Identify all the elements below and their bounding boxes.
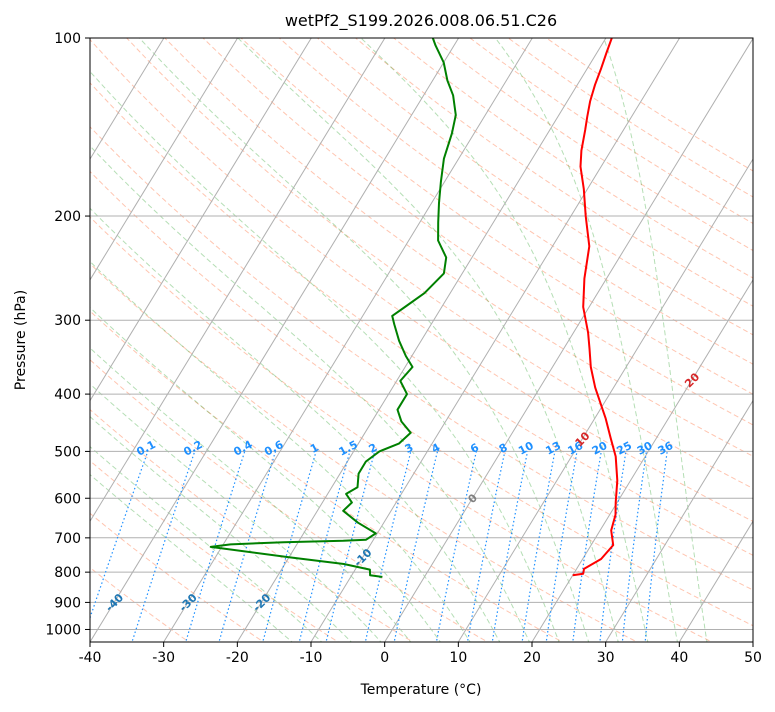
y-tick-label: 100 <box>54 31 81 47</box>
y-tick-label: 900 <box>54 595 81 611</box>
x-tick-label: 30 <box>597 650 615 666</box>
y-tick-label: 300 <box>54 313 81 329</box>
y-tick-label: 200 <box>54 209 81 225</box>
x-tick-label: -30 <box>152 650 175 666</box>
x-tick-label: 50 <box>744 650 762 666</box>
y-tick-label: 700 <box>54 531 81 547</box>
y-tick-label: 1000 <box>45 622 81 638</box>
x-tick-label: -40 <box>79 650 102 666</box>
x-axis-label: Temperature (°C) <box>360 682 482 698</box>
y-axis-label: Pressure (hPa) <box>13 290 29 390</box>
y-tick-label: 500 <box>54 444 81 460</box>
x-tick-label: 0 <box>380 650 389 666</box>
y-tick-label: 400 <box>54 387 81 403</box>
chart-title: wetPf2_S199.2026.008.06.51.C26 <box>285 11 557 31</box>
x-tick-label: -10 <box>300 650 323 666</box>
x-tick-label: -20 <box>226 650 249 666</box>
x-tick-label: 40 <box>670 650 688 666</box>
x-tick-label: 10 <box>449 650 467 666</box>
y-tick-label: 600 <box>54 491 81 507</box>
y-tick-label: 800 <box>54 565 81 581</box>
x-tick-label: 20 <box>523 650 541 666</box>
